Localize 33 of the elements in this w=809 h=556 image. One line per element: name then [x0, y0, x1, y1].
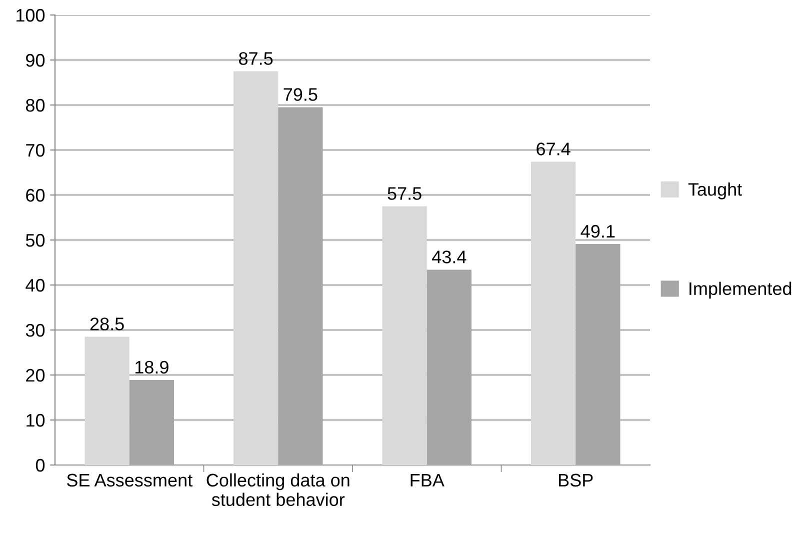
- y-tick-label: 40: [26, 278, 45, 292]
- bar: [382, 206, 427, 465]
- data-label: 57.5: [388, 187, 422, 200]
- legend-label: Implemented: [690, 282, 792, 299]
- y-tick-label: 80: [26, 98, 45, 112]
- y-tick-label: 20: [26, 368, 45, 382]
- bar: [426, 270, 472, 465]
- y-tick-label: 90: [26, 54, 45, 67]
- data-label: 18.9: [135, 360, 168, 374]
- y-tick-label: 30: [26, 324, 45, 337]
- data-label: 67.4: [536, 142, 570, 156]
- x-tick-label: SE Assessment: [66, 474, 192, 487]
- bar: [278, 107, 323, 465]
- y-tick-label: 100: [16, 8, 45, 22]
- bar: [129, 380, 174, 465]
- bar: [234, 71, 278, 465]
- legend-label: Taught: [688, 182, 742, 200]
- data-label: 28.5: [90, 318, 124, 330]
- bar: [84, 336, 130, 465]
- bar: [531, 162, 576, 465]
- y-tick-label: 10: [26, 414, 45, 427]
- y-tick-label: 0: [36, 458, 45, 472]
- x-tick-label: Collecting data on student behavior: [206, 473, 350, 506]
- y-tick-label: 60: [26, 188, 45, 202]
- data-label: 49.1: [580, 224, 615, 238]
- data-label: 87.5: [239, 52, 273, 65]
- y-tick-label: 70: [26, 144, 45, 157]
- bar: [576, 244, 620, 465]
- y-tick-label: 50: [26, 234, 45, 247]
- x-tick-label: BSP: [559, 474, 593, 487]
- x-tick-label: FBA: [410, 474, 444, 486]
- data-label: 43.4: [432, 250, 466, 264]
- data-label: 79.5: [284, 88, 318, 101]
